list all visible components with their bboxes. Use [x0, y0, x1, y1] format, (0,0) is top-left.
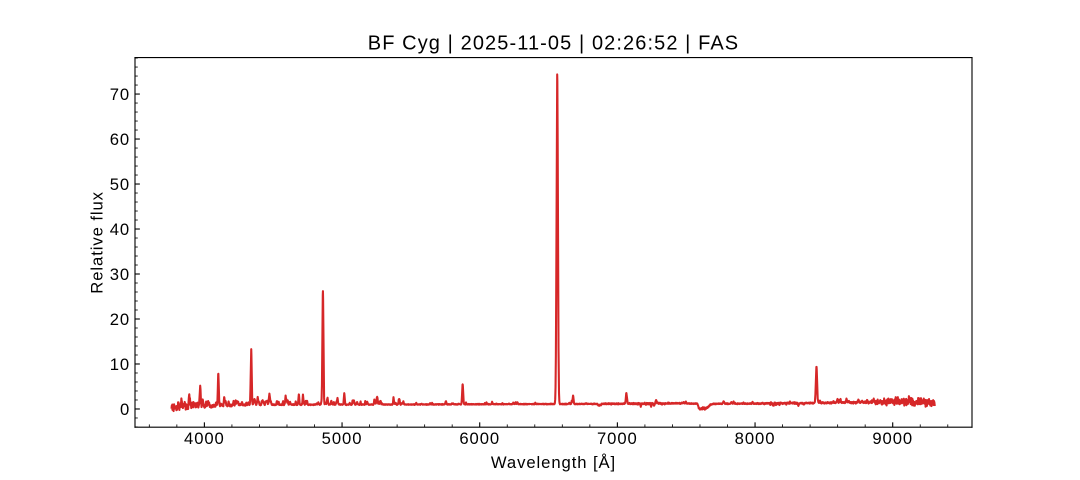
svg-text:30: 30 [110, 265, 130, 284]
svg-text:7000: 7000 [597, 429, 638, 448]
svg-text:Relative flux: Relative flux [88, 191, 107, 294]
svg-text:50: 50 [110, 175, 130, 194]
svg-text:0: 0 [120, 400, 130, 419]
svg-text:60: 60 [110, 130, 130, 149]
svg-text:20: 20 [110, 310, 130, 329]
svg-text:10: 10 [110, 355, 130, 374]
svg-text:4000: 4000 [184, 429, 225, 448]
svg-text:40: 40 [110, 220, 130, 239]
svg-text:8000: 8000 [735, 429, 776, 448]
svg-text:BF Cyg | 2025-11-05 | 02:26:52: BF Cyg | 2025-11-05 | 02:26:52 | FAS [368, 32, 739, 54]
svg-text:Wavelength [Å]: Wavelength [Å] [491, 453, 616, 472]
svg-text:9000: 9000 [872, 429, 913, 448]
svg-text:6000: 6000 [459, 429, 500, 448]
svg-text:70: 70 [110, 85, 130, 104]
svg-text:5000: 5000 [322, 429, 363, 448]
